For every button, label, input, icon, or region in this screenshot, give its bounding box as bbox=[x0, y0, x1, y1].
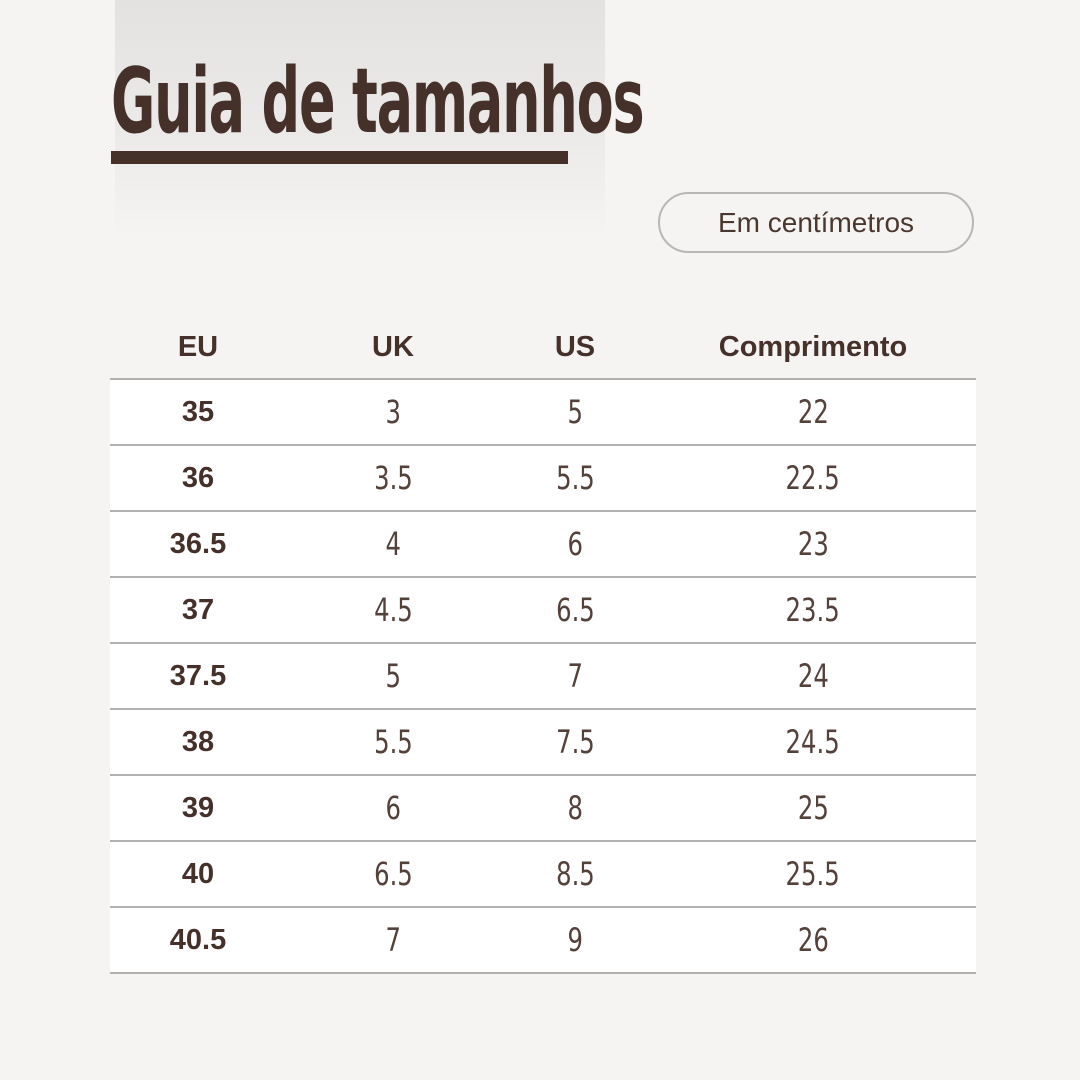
cell-value-text: 23.5 bbox=[785, 591, 841, 629]
cell-value: 3.5 bbox=[286, 459, 500, 497]
table-row: 36.5 4 6 23 bbox=[110, 510, 976, 576]
cell-eu: 36 bbox=[181, 461, 215, 494]
cell-value: 3 bbox=[286, 393, 500, 431]
cell-eu: 36.5 bbox=[169, 527, 227, 560]
cell-value: 5.5 bbox=[500, 459, 650, 497]
size-table-body: 35 3 5 22 36 3.5 5.5 22.5 36.5 4 6 23 37 4.5 6.5 23.5 37… bbox=[110, 378, 976, 974]
cell-value-text: 6 bbox=[385, 789, 401, 827]
cell-value: 4.5 bbox=[286, 591, 500, 629]
cell-value: 23.5 bbox=[650, 591, 976, 629]
cell-eu: 40.5 bbox=[169, 923, 227, 956]
cell-value: 7 bbox=[286, 921, 500, 959]
size-table-header-row: EU UK US Comprimento bbox=[110, 316, 976, 378]
table-row: 36 3.5 5.5 22.5 bbox=[110, 444, 976, 510]
column-header-uk: UK bbox=[372, 330, 414, 363]
cell-value: 5.5 bbox=[286, 723, 500, 761]
cell-value-text: 6 bbox=[567, 525, 583, 563]
cell-value-text: 5 bbox=[567, 393, 583, 431]
table-row: 35 3 5 22 bbox=[110, 378, 976, 444]
cell-value: 8.5 bbox=[500, 855, 650, 893]
cell-value: 4 bbox=[286, 525, 500, 563]
cell-value-text: 22.5 bbox=[785, 459, 841, 497]
cell-value-text: 8 bbox=[567, 789, 583, 827]
cell-value: 8 bbox=[500, 789, 650, 827]
cell-value-text: 8.5 bbox=[555, 855, 595, 893]
cell-value-text: 3.5 bbox=[373, 459, 413, 497]
cell-value: 22 bbox=[650, 393, 976, 431]
size-table: EU UK US Comprimento 35 3 5 22 36 3.5 5.5 22.5 3… bbox=[110, 316, 976, 974]
page-title: Guia de tamanhos bbox=[111, 49, 645, 154]
column-header-us: US bbox=[554, 330, 596, 363]
cell-value: 23 bbox=[650, 525, 976, 563]
cell-value: 7.5 bbox=[500, 723, 650, 761]
cell-value-text: 5.5 bbox=[373, 723, 413, 761]
cell-value: 6.5 bbox=[286, 855, 500, 893]
cell-value-text: 4 bbox=[385, 525, 401, 563]
table-row: 39 6 8 25 bbox=[110, 774, 976, 840]
cell-value: 5 bbox=[500, 393, 650, 431]
table-row: 40 6.5 8.5 25.5 bbox=[110, 840, 976, 906]
table-row: 37.5 5 7 24 bbox=[110, 642, 976, 708]
unit-badge[interactable]: Em centímetros bbox=[658, 192, 974, 253]
cell-value: 25.5 bbox=[650, 855, 976, 893]
column-header-comprimento: Comprimento bbox=[718, 330, 908, 363]
cell-value: 7 bbox=[500, 657, 650, 695]
cell-eu: 39 bbox=[181, 791, 215, 824]
cell-eu: 37.5 bbox=[169, 659, 227, 692]
cell-value-text: 7 bbox=[567, 657, 583, 695]
cell-value-text: 7.5 bbox=[555, 723, 595, 761]
table-row: 37 4.5 6.5 23.5 bbox=[110, 576, 976, 642]
cell-value: 24.5 bbox=[650, 723, 976, 761]
cell-value: 6 bbox=[286, 789, 500, 827]
cell-value-text: 6.5 bbox=[555, 591, 595, 629]
cell-value-text: 5 bbox=[385, 657, 401, 695]
cell-eu: 37 bbox=[181, 593, 215, 626]
title-underline bbox=[111, 151, 568, 164]
cell-value: 9 bbox=[500, 921, 650, 959]
cell-value-text: 22 bbox=[797, 393, 829, 431]
cell-value: 26 bbox=[650, 921, 976, 959]
cell-value: 24 bbox=[650, 657, 976, 695]
cell-value: 5 bbox=[286, 657, 500, 695]
cell-value-text: 24 bbox=[797, 657, 829, 695]
cell-value-text: 26 bbox=[797, 921, 829, 959]
cell-value: 6 bbox=[500, 525, 650, 563]
unit-badge-label: Em centímetros bbox=[717, 206, 915, 238]
cell-value: 25 bbox=[650, 789, 976, 827]
cell-value: 22.5 bbox=[650, 459, 976, 497]
cell-value-text: 25.5 bbox=[785, 855, 841, 893]
table-row: 38 5.5 7.5 24.5 bbox=[110, 708, 976, 774]
cell-eu: 40 bbox=[181, 857, 215, 890]
cell-value-text: 5.5 bbox=[555, 459, 595, 497]
cell-value-text: 4.5 bbox=[373, 591, 413, 629]
column-header-eu: EU bbox=[177, 330, 219, 363]
cell-value-text: 6.5 bbox=[373, 855, 413, 893]
cell-value: 6.5 bbox=[500, 591, 650, 629]
cell-eu: 35 bbox=[181, 395, 215, 428]
title-background-panel bbox=[115, 0, 605, 240]
cell-value-text: 25 bbox=[797, 789, 829, 827]
cell-value-text: 7 bbox=[385, 921, 401, 959]
table-row: 40.5 7 9 26 bbox=[110, 906, 976, 972]
cell-value-text: 23 bbox=[797, 525, 829, 563]
cell-value-text: 9 bbox=[567, 921, 583, 959]
cell-value-text: 3 bbox=[385, 393, 401, 431]
cell-eu: 38 bbox=[181, 725, 215, 758]
cell-value-text: 24.5 bbox=[785, 723, 841, 761]
